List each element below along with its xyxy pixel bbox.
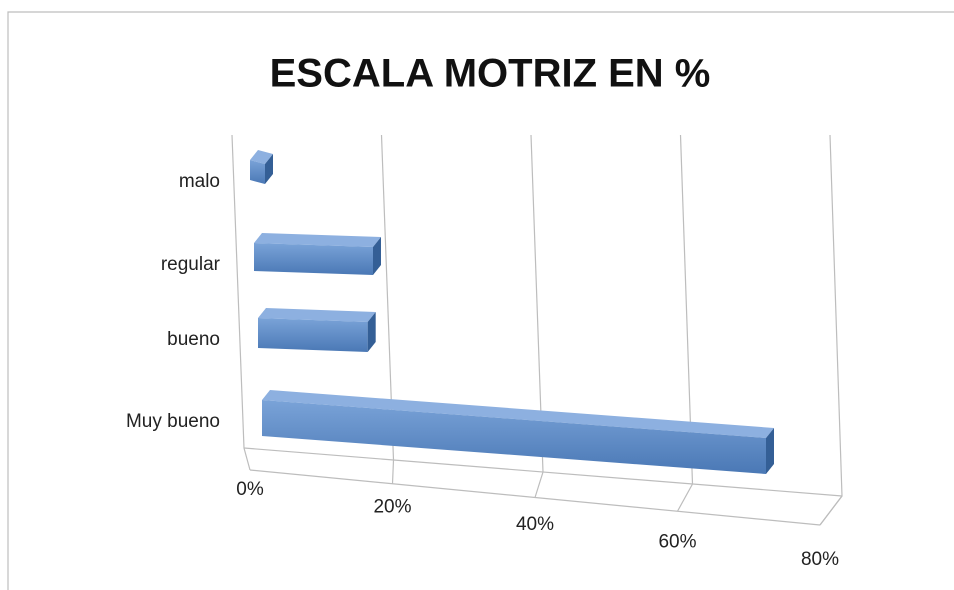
x-tick-label: 20% (373, 497, 411, 518)
bar-top (258, 308, 376, 322)
bar (254, 243, 373, 275)
grid-line (676, 134, 694, 512)
x-tick-label: 60% (658, 532, 696, 553)
x-tick-label: 40% (516, 514, 554, 535)
left-wall (231, 134, 251, 471)
bar-end (265, 154, 273, 184)
bar-top (254, 233, 381, 247)
grid-line (819, 134, 843, 526)
y-tick-label: bueno (167, 329, 220, 350)
y-tick-label: malo (179, 171, 220, 192)
bar-end (367, 312, 376, 352)
chart-title: ESCALA MOTRIZ EN % (270, 52, 711, 96)
chart-border (7, 11, 954, 590)
y-tick-label: Muy bueno (126, 411, 220, 432)
bar-end (373, 237, 381, 275)
grid-line (380, 134, 395, 484)
bar (258, 318, 368, 352)
bar (250, 160, 265, 184)
x-tick-label: 80% (801, 549, 839, 570)
bar-end (766, 428, 774, 474)
bar-top (262, 390, 774, 438)
bar-top (250, 150, 273, 164)
y-tick-label: regular (161, 254, 221, 275)
x-tick-label: 0% (236, 479, 264, 500)
grid-line (530, 134, 544, 498)
bar (262, 400, 766, 474)
